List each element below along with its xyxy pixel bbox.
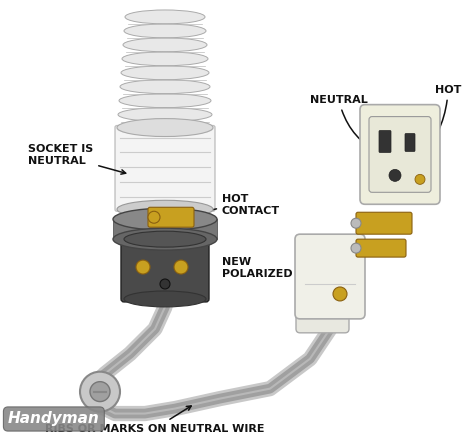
Ellipse shape <box>119 94 211 108</box>
Ellipse shape <box>125 10 205 24</box>
Ellipse shape <box>122 52 208 66</box>
FancyBboxPatch shape <box>356 239 406 257</box>
FancyBboxPatch shape <box>296 295 349 333</box>
Circle shape <box>174 260 188 274</box>
Ellipse shape <box>120 80 210 94</box>
Circle shape <box>389 170 401 181</box>
FancyBboxPatch shape <box>121 236 209 302</box>
FancyBboxPatch shape <box>113 219 217 239</box>
Circle shape <box>333 287 347 301</box>
Ellipse shape <box>113 208 217 230</box>
Text: NEUTRAL: NEUTRAL <box>310 95 379 153</box>
Circle shape <box>80 372 120 412</box>
Ellipse shape <box>118 108 212 122</box>
FancyBboxPatch shape <box>148 207 194 227</box>
Ellipse shape <box>124 291 206 307</box>
Text: SOCKET IS
NEUTRAL: SOCKET IS NEUTRAL <box>28 144 126 174</box>
Text: HOT: HOT <box>419 85 461 158</box>
Ellipse shape <box>121 66 209 80</box>
FancyBboxPatch shape <box>295 234 365 319</box>
FancyBboxPatch shape <box>356 212 412 234</box>
Text: HOT
CONTACT: HOT CONTACT <box>194 194 280 216</box>
Ellipse shape <box>113 228 217 250</box>
Circle shape <box>160 279 170 289</box>
FancyBboxPatch shape <box>115 126 215 211</box>
Ellipse shape <box>124 231 206 247</box>
Ellipse shape <box>117 122 213 136</box>
Circle shape <box>351 243 361 253</box>
Text: RIBS OR MARKS ON NEUTRAL WIRE: RIBS OR MARKS ON NEUTRAL WIRE <box>45 406 265 433</box>
Ellipse shape <box>123 38 207 52</box>
Text: NEW
POLARIZED PLUG: NEW POLARIZED PLUG <box>222 257 329 290</box>
FancyBboxPatch shape <box>360 105 440 204</box>
Circle shape <box>415 174 425 184</box>
Ellipse shape <box>124 24 206 38</box>
FancyBboxPatch shape <box>405 133 415 151</box>
Circle shape <box>90 382 110 402</box>
Circle shape <box>148 211 160 223</box>
FancyBboxPatch shape <box>369 116 431 192</box>
FancyBboxPatch shape <box>379 130 391 153</box>
Ellipse shape <box>117 119 213 136</box>
Text: Handyman: Handyman <box>8 412 100 426</box>
Ellipse shape <box>117 200 213 218</box>
Circle shape <box>136 260 150 274</box>
Circle shape <box>351 218 361 228</box>
